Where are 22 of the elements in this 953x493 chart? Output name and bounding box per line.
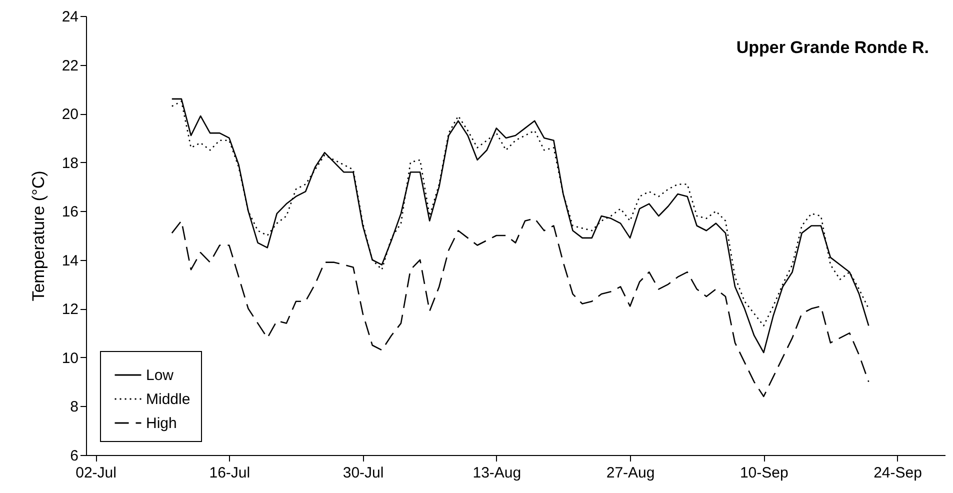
x-tick-label: 16-Jul: [209, 464, 250, 482]
y-tick-label: 14: [62, 252, 78, 270]
legend-label: High: [146, 415, 177, 432]
y-tick-label: 8: [70, 398, 78, 416]
x-tick-label: 02-Jul: [76, 464, 116, 482]
y-tick-label: 16: [62, 204, 78, 221]
text: Upper Grande Ronde R.: [736, 38, 929, 57]
y-tick-label: 24: [62, 8, 78, 26]
x-tick-label: 30-Jul: [342, 464, 384, 482]
legend-label: Middle: [146, 391, 190, 408]
x-tick-label: 10-Sep: [740, 464, 788, 482]
y-axis-title: Temperature (°C): [28, 170, 48, 302]
x-tick-label: 27-Aug: [606, 464, 655, 482]
y-tick-label: 6: [70, 448, 78, 464]
y-tick-label: 12: [62, 301, 78, 318]
x-tick-label: 13-Aug: [472, 464, 522, 482]
y-tick-label: 22: [62, 57, 78, 74]
y-tick-label: 20: [62, 106, 78, 124]
y-tick-label: 10: [62, 350, 78, 367]
y-tick-label: 18: [62, 154, 78, 172]
x-tick-label: 24-Sep: [874, 464, 922, 482]
legend-label: Low: [146, 367, 174, 384]
